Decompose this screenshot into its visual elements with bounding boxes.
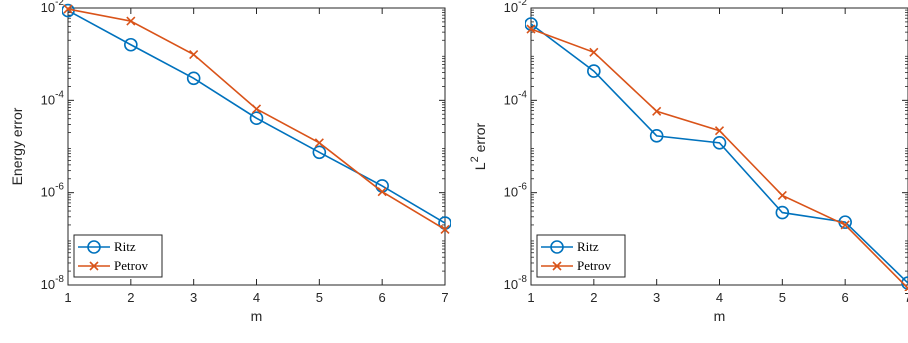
x-tick-label: 5 <box>779 290 786 305</box>
y-tick-label: 10-6 <box>41 182 65 200</box>
y-tick-exponent: -4 <box>55 89 64 100</box>
data-point-petrov <box>840 220 850 230</box>
data-point-ritz <box>775 205 790 220</box>
x-tick-label: 3 <box>190 290 197 305</box>
y-tick-exponent: -4 <box>518 89 527 100</box>
y-tick-label: 10-2 <box>504 0 528 15</box>
y-tick-base: 10 <box>504 92 518 107</box>
legend-marker-ritz <box>87 240 101 254</box>
y-tick-base: 10 <box>504 185 518 200</box>
data-point-petrov <box>526 24 536 34</box>
data-point-ritz <box>312 145 327 160</box>
x-axis-label: m <box>251 308 263 324</box>
x-axis-label: m <box>714 308 726 324</box>
x-tick-label: 5 <box>316 290 323 305</box>
y-tick-exponent: -6 <box>55 182 64 193</box>
y-axis-label-main: Energy error <box>9 107 25 185</box>
data-point-petrov <box>314 138 324 148</box>
data-point-ritz <box>587 64 601 78</box>
x-tick-label: 2 <box>590 290 597 305</box>
series-line-ritz <box>530 23 908 284</box>
y-tick-exponent: -2 <box>518 0 527 8</box>
data-point-petrov <box>714 126 725 136</box>
x-tick-label: 1 <box>64 290 71 305</box>
data-point-petrov <box>189 50 199 60</box>
data-point-petrov <box>440 224 450 234</box>
y-axis-label-main: L <box>472 162 488 170</box>
y-tick-exponent: -8 <box>518 274 527 285</box>
legend-marker-petrov <box>552 261 562 271</box>
legend: Ritz Petrov <box>73 234 163 278</box>
x-tick-label: 4 <box>716 290 723 305</box>
y-tick-label: 10-6 <box>504 182 528 200</box>
legend-label-ritz: Ritz <box>114 239 136 254</box>
y-axis-label-rest: error <box>472 122 488 156</box>
data-point-petrov <box>377 187 387 197</box>
x-tick-label: 1 <box>527 290 534 305</box>
y-tick-base: 10 <box>504 0 518 15</box>
series-group <box>525 17 908 291</box>
series-line-ritz <box>67 9 446 224</box>
data-point-petrov <box>251 104 262 114</box>
y-tick-exponent: -2 <box>55 0 64 8</box>
y-tick-label: 10-4 <box>41 89 65 107</box>
x-tick-label: 2 <box>127 290 134 305</box>
x-tick-label: 6 <box>842 290 849 305</box>
data-point-petrov <box>126 16 136 26</box>
y-tick-label: 10-8 <box>504 274 528 292</box>
y-tick-base: 10 <box>41 185 55 200</box>
legend: Ritz Petrov <box>536 234 626 278</box>
legend-label-petrov: Petrov <box>577 258 611 273</box>
y-axis-label: Energy error <box>9 107 25 185</box>
legend-label-petrov: Petrov <box>114 258 148 273</box>
data-point-ritz <box>649 129 664 143</box>
y-tick-label: 10-8 <box>41 274 65 292</box>
x-tick-label: 7 <box>441 290 448 305</box>
data-point-petrov <box>589 47 599 57</box>
data-point-petrov <box>777 190 787 201</box>
legend-label-ritz: Ritz <box>577 239 599 254</box>
data-point-petrov <box>652 106 662 116</box>
data-point-petrov <box>903 283 908 291</box>
data-point-ritz <box>186 71 201 86</box>
y-tick-exponent: -6 <box>518 182 527 193</box>
y-tick-base: 10 <box>504 277 518 292</box>
x-tick-label: 7 <box>904 290 908 305</box>
y-tick-base: 10 <box>41 277 55 292</box>
data-point-petrov <box>63 4 73 14</box>
y-tick-label: 10-2 <box>41 0 65 15</box>
y-tick-base: 10 <box>41 92 55 107</box>
data-point-ritz <box>712 136 727 150</box>
legend-box <box>536 234 626 278</box>
x-tick-label: 3 <box>653 290 660 305</box>
series-group <box>62 3 451 234</box>
y-tick-label: 10-4 <box>504 89 528 107</box>
legend-marker-petrov <box>89 261 99 271</box>
y-axis-label: L2 error <box>469 122 488 170</box>
legend-box <box>73 234 163 278</box>
x-tick-label: 6 <box>379 290 386 305</box>
y-tick-base: 10 <box>41 0 55 15</box>
data-point-ritz <box>249 111 264 126</box>
data-point-ritz <box>124 37 138 52</box>
chart-panel-2: 10-810-610-410-21234567mL2 errorRitzPetr… <box>469 0 908 324</box>
x-tick-label: 4 <box>253 290 260 305</box>
legend-marker-ritz <box>550 240 564 254</box>
y-tick-exponent: -8 <box>55 274 64 285</box>
y-axis-label-superscript: 2 <box>469 156 481 162</box>
